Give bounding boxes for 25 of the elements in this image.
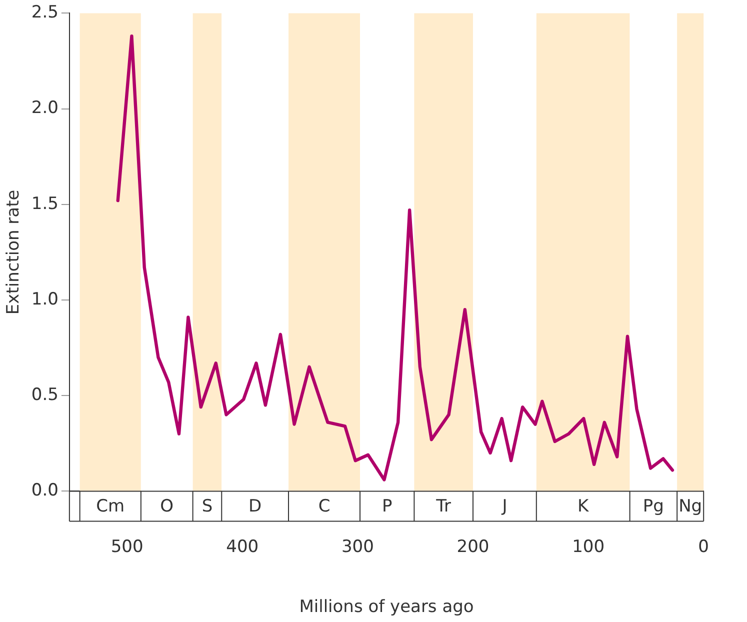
y-tick-label: 1.0 xyxy=(31,289,58,310)
band-label: K xyxy=(578,496,590,517)
x-tick-label: 300 xyxy=(341,536,374,557)
band-label: Pg xyxy=(642,496,664,517)
band-label: D xyxy=(248,496,262,517)
x-tick-label: 200 xyxy=(456,536,490,557)
band-label: Ng xyxy=(678,496,702,517)
y-tick-label: 2.0 xyxy=(31,98,58,118)
x-axis-title: Millions of years ago xyxy=(299,597,474,618)
y-axis-title: Extinction rate xyxy=(4,190,24,315)
band-label: J xyxy=(501,496,508,517)
x-tick-label: 500 xyxy=(110,536,144,557)
y-tick-label: 0.5 xyxy=(31,385,58,406)
band-label: Tr xyxy=(435,496,452,517)
band-label: Cm xyxy=(96,496,125,517)
y-tick-label: 2.5 xyxy=(31,2,58,23)
y-tick-label: 1.5 xyxy=(31,194,58,214)
band-label: O xyxy=(160,496,174,517)
band-label: C xyxy=(318,496,330,517)
x-tick-label: 100 xyxy=(572,536,605,557)
band-label: S xyxy=(202,496,213,517)
x-tick-label: 0 xyxy=(698,536,710,557)
band-label: P xyxy=(382,496,392,517)
x-tick-label: 400 xyxy=(226,536,259,557)
y-tick-label: 0.0 xyxy=(31,480,58,501)
